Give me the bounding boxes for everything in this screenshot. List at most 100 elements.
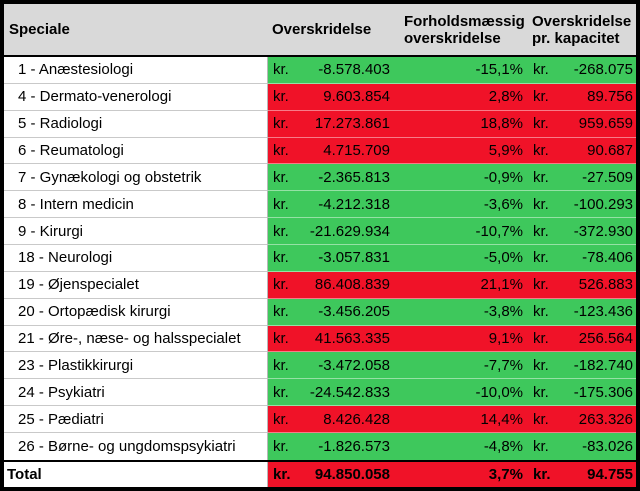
- table-row: 8 - Intern medicin kr. -4.212.318 -3,6% …: [4, 191, 636, 219]
- table-row: 5 - Radiologi kr. 17.273.861 18,8% kr. 9…: [4, 110, 636, 138]
- table-row: 24 - Psykiatri kr. -24.542.833 -10,0% kr…: [4, 379, 636, 407]
- currency-label: kr.: [273, 88, 289, 106]
- currency-label: kr.: [533, 410, 549, 428]
- overskridelse-cell: kr. -3.456.205: [268, 298, 399, 326]
- per-kapacitet-value: -268.075: [573, 61, 633, 79]
- per-kapacitet-value: -182.740: [573, 356, 633, 374]
- forholdsmaessig-value: -5,0%: [483, 249, 523, 267]
- overskridelse-cell: kr. -24.542.833: [268, 379, 399, 407]
- per-kapacitet-value: -175.306: [573, 383, 633, 401]
- forholdsmaessig-cell: -7,7%: [399, 352, 527, 380]
- per-kapacitet-cell: kr. 959.659: [527, 110, 636, 138]
- currency-label: kr.: [533, 437, 549, 455]
- currency-label: kr.: [273, 249, 289, 267]
- forholdsmaessig-value: 14,4%: [480, 410, 523, 428]
- per-kapacitet-cell: kr. 90.687: [527, 137, 636, 165]
- forholdsmaessig-cell: -0,9%: [399, 164, 527, 192]
- speciale-name: 19 - Øjenspecialet: [4, 271, 268, 299]
- overskridelse-value: -8.578.403: [318, 61, 390, 79]
- currency-label: kr.: [533, 195, 549, 213]
- overskridelse-cell: kr. 86.408.839: [268, 271, 399, 299]
- forholdsmaessig-value: -10,7%: [475, 222, 523, 240]
- per-kapacitet-value: 256.564: [578, 330, 633, 348]
- forholdsmaessig-cell: -5,0%: [399, 245, 527, 272]
- forholdsmaessig-cell: 18,8%: [399, 110, 527, 138]
- currency-label: kr.: [273, 356, 289, 374]
- forholdsmaessig-value: 21,1%: [480, 276, 523, 294]
- overskridelse-cell: kr. -21.629.934: [268, 218, 399, 246]
- table-row: 1 - Anæstesiologi kr. -8.578.403 -15,1% …: [4, 57, 636, 84]
- forholdsmaessig-cell: 21,1%: [399, 271, 527, 299]
- table-row: 9 - Kirurgi kr. -21.629.934 -10,7% kr. -…: [4, 218, 636, 246]
- currency-label: kr.: [273, 437, 289, 455]
- per-kapacitet-cell: kr. 256.564: [527, 325, 636, 353]
- per-kapacitet-value: -78.406: [582, 249, 633, 267]
- overskridelse-cell: kr. 4.715.709: [268, 137, 399, 165]
- overskridelse-value: 41.563.335: [314, 330, 390, 348]
- currency-label: kr.: [273, 195, 289, 213]
- overskridelse-value: 4.715.709: [323, 142, 390, 159]
- forholdsmaessig-value: -3,8%: [483, 303, 523, 321]
- forholdsmaessig-cell: 14,4%: [399, 406, 527, 434]
- forholdsmaessig-cell: 3,7%: [399, 461, 527, 487]
- overskridelse-value: 86.408.839: [314, 276, 390, 294]
- per-kapacitet-cell: kr. -100.293: [527, 191, 636, 219]
- per-kapacitet-value: -83.026: [582, 437, 633, 455]
- forholdsmaessig-value: -10,0%: [475, 383, 523, 401]
- overskridelse-cell: kr. 8.426.428: [268, 406, 399, 434]
- forholdsmaessig-value: 2,8%: [488, 88, 523, 106]
- currency-label: kr.: [273, 142, 289, 159]
- forholdsmaessig-cell: -10,7%: [399, 218, 527, 246]
- per-kapacitet-value: 263.326: [578, 410, 633, 428]
- forholdsmaessig-cell: -4,8%: [399, 433, 527, 460]
- overskridelse-cell: kr. -1.826.573: [268, 433, 399, 460]
- overskridelse-value: 17.273.861: [314, 115, 390, 133]
- currency-label: kr.: [533, 276, 549, 294]
- header-speciale: Speciale: [9, 21, 70, 38]
- currency-label: kr.: [273, 115, 289, 133]
- currency-label: kr.: [533, 88, 549, 106]
- overskridelse-value: 94.850.058: [314, 465, 390, 483]
- overskridelse-cell: kr. 9.603.854: [268, 83, 399, 111]
- currency-label: kr.: [273, 410, 289, 428]
- forholdsmaessig-cell: -10,0%: [399, 379, 527, 407]
- forholdsmaessig-value: -0,9%: [483, 168, 523, 186]
- per-kapacitet-cell: kr. -27.509: [527, 164, 636, 192]
- header-overskridelse: Overskridelse: [272, 21, 372, 38]
- currency-label: kr.: [533, 61, 549, 79]
- overskridelse-value: -3.472.058: [318, 356, 390, 374]
- table-row-total: Total kr. 94.850.058 3,7% kr. 94.755: [4, 459, 636, 487]
- currency-label: kr.: [273, 168, 289, 186]
- overskridelse-cell: kr. -8.578.403: [268, 57, 399, 84]
- per-kapacitet-value: 89.756: [587, 88, 633, 106]
- overskridelse-value: -3.057.831: [318, 249, 390, 267]
- overskridelse-value: -1.826.573: [318, 437, 390, 455]
- per-kapacitet-cell: kr. 263.326: [527, 406, 636, 434]
- overskridelse-value: -3.456.205: [318, 303, 390, 321]
- speciale-name: 18 - Neurologi: [4, 245, 268, 272]
- currency-label: kr.: [273, 383, 289, 401]
- forholdsmaessig-cell: -3,8%: [399, 298, 527, 326]
- speciale-name: 24 - Psykiatri: [4, 379, 268, 407]
- header-overskridelse-pr-kapacitet: Overskridelse pr. kapacitet: [532, 12, 632, 47]
- currency-label: kr.: [533, 115, 549, 133]
- per-kapacitet-cell: kr. -182.740: [527, 352, 636, 380]
- currency-label: kr.: [533, 383, 549, 401]
- speciale-name: 25 - Pædiatri: [4, 406, 268, 434]
- overskridelse-value: 8.426.428: [323, 410, 390, 428]
- per-kapacitet-value: 526.883: [578, 276, 633, 294]
- forholdsmaessig-value: -15,1%: [475, 61, 523, 79]
- currency-label: kr.: [533, 356, 549, 374]
- forholdsmaessig-value: 18,8%: [480, 115, 523, 133]
- overskridelse-cell: kr. 17.273.861: [268, 110, 399, 138]
- speciale-name: 1 - Anæstesiologi: [4, 57, 268, 84]
- currency-label: kr.: [533, 249, 549, 267]
- per-kapacitet-value: -123.436: [573, 303, 633, 321]
- forholdsmaessig-value: -4,8%: [483, 437, 523, 455]
- speciale-name: 4 - Dermato-venerologi: [4, 83, 268, 111]
- overskridelse-cell: kr. 94.850.058: [268, 461, 399, 487]
- forholdsmaessig-value: 5,9%: [488, 142, 523, 159]
- forholdsmaessig-cell: -15,1%: [399, 57, 527, 84]
- per-kapacitet-value: 959.659: [578, 115, 633, 133]
- currency-label: kr.: [533, 303, 549, 321]
